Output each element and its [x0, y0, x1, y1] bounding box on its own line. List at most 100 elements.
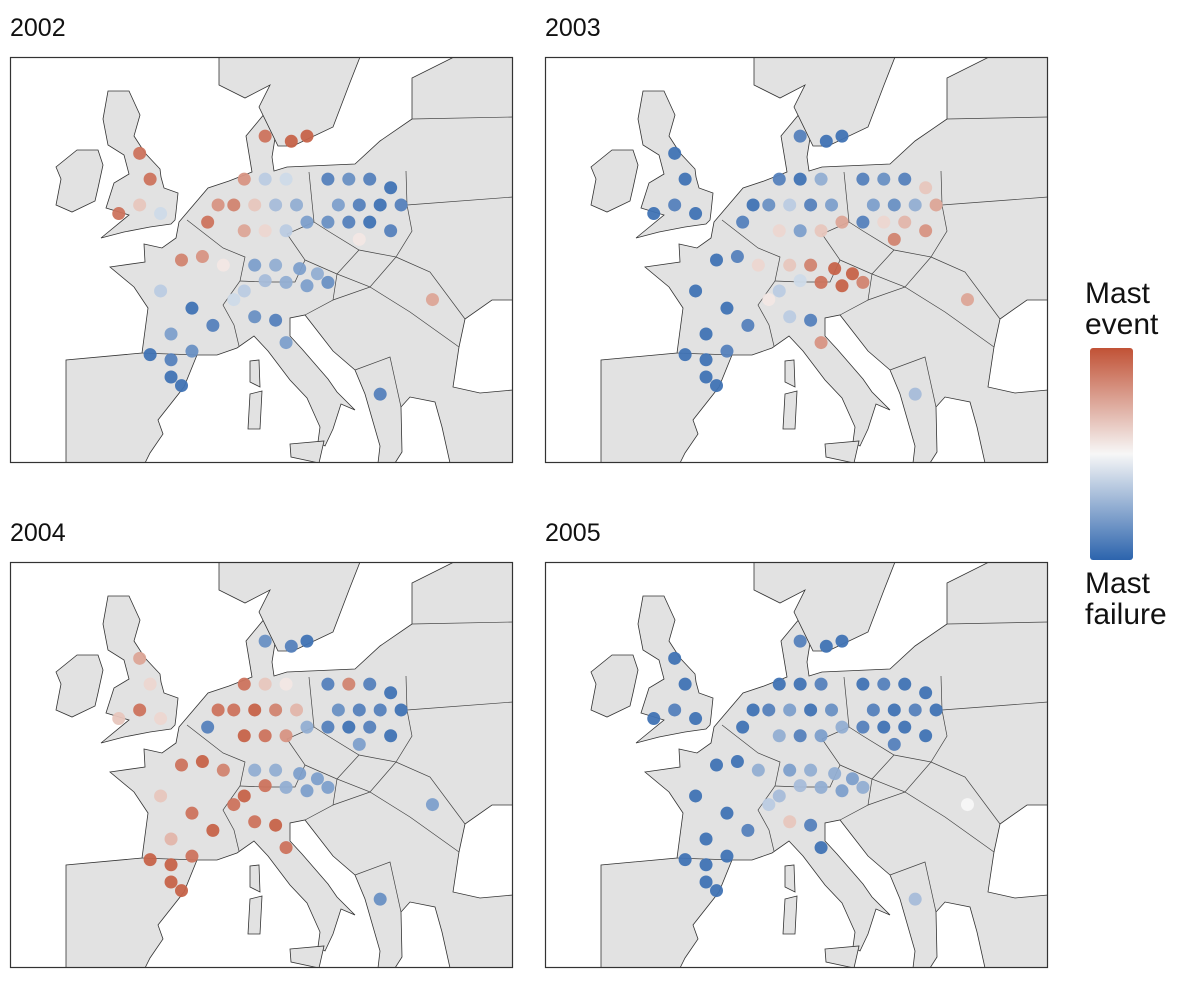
site-dot: [269, 703, 283, 717]
site-dot: [647, 207, 661, 221]
site-dot: [143, 853, 157, 867]
site-dot: [960, 293, 974, 307]
site-dot: [352, 232, 366, 246]
site-dot: [321, 720, 335, 734]
site-dot: [290, 703, 304, 717]
site-dot: [154, 712, 168, 726]
site-dot: [363, 172, 377, 186]
site-dot: [201, 720, 215, 734]
site-dot: [783, 763, 797, 777]
site-dot: [363, 677, 377, 691]
site-dot: [206, 823, 220, 837]
site-dot: [919, 181, 933, 195]
site-dot: [300, 215, 314, 229]
site-dot: [678, 172, 692, 186]
site-dot: [373, 892, 387, 906]
site-dot: [689, 712, 703, 726]
map-panel: [544, 561, 1049, 969]
site-dot: [331, 703, 345, 717]
site-dot: [828, 767, 842, 781]
site-dot: [279, 224, 293, 238]
site-dot: [835, 215, 849, 229]
site-dot: [887, 703, 901, 717]
site-dot: [352, 703, 366, 717]
site-dot: [248, 815, 262, 829]
site-dot: [804, 703, 818, 717]
site-dot: [887, 737, 901, 751]
site-dot: [384, 224, 398, 238]
site-dot: [321, 215, 335, 229]
site-dot: [804, 763, 818, 777]
site-dot: [321, 172, 335, 186]
site-dot: [835, 720, 849, 734]
site-dot: [689, 284, 703, 298]
colorbar-low-label: Mast failure: [1085, 567, 1167, 631]
site-dot: [908, 387, 922, 401]
site-dot: [269, 763, 283, 777]
site-dot: [793, 172, 807, 186]
site-dot: [898, 720, 912, 734]
site-dot: [877, 677, 891, 691]
site-dot: [647, 712, 661, 726]
site-dot: [284, 639, 298, 653]
site-dot: [227, 798, 241, 812]
panel-title: 2005: [545, 519, 601, 547]
site-dot: [384, 181, 398, 195]
site-dot: [828, 262, 842, 276]
site-dot: [300, 784, 314, 798]
site-dot: [154, 789, 168, 803]
site-dot: [887, 232, 901, 246]
site-dot: [279, 729, 293, 743]
site-dot: [887, 198, 901, 212]
site-dot: [164, 875, 178, 889]
site-dot: [175, 379, 189, 393]
site-dot: [793, 634, 807, 648]
site-dot: [342, 677, 356, 691]
site-dot: [814, 677, 828, 691]
site-dot: [699, 875, 713, 889]
site-dot: [237, 789, 251, 803]
site-dot: [819, 134, 833, 148]
site-dot: [814, 275, 828, 289]
site-dot: [248, 258, 262, 272]
site-dot: [258, 224, 272, 238]
site-dot: [908, 892, 922, 906]
site-dot: [352, 198, 366, 212]
site-dot: [164, 327, 178, 341]
site-dot: [269, 818, 283, 832]
site-dot: [279, 841, 293, 855]
site-dot: [772, 172, 786, 186]
site-dot: [352, 737, 366, 751]
site-dot: [929, 198, 943, 212]
site-dot: [793, 779, 807, 793]
site-dot: [804, 818, 818, 832]
site-dot: [300, 129, 314, 143]
panel-frame: [544, 561, 1049, 969]
site-dot: [736, 720, 750, 734]
site-dot: [856, 172, 870, 186]
site-dot: [216, 258, 230, 272]
site-dot: [133, 651, 147, 665]
site-dot: [835, 279, 849, 293]
site-dot: [762, 293, 776, 307]
site-dot: [699, 858, 713, 872]
site-dot: [793, 677, 807, 691]
panel-title: 2003: [545, 14, 601, 42]
map-panel: [9, 56, 514, 464]
site-dot: [258, 172, 272, 186]
site-dot: [678, 677, 692, 691]
site-dot: [814, 729, 828, 743]
site-dot: [293, 262, 307, 276]
site-dot: [237, 677, 251, 691]
site-dot: [258, 274, 272, 288]
site-dot: [668, 651, 682, 665]
site-dot: [751, 258, 765, 272]
site-dot: [720, 301, 734, 315]
site-dot: [877, 215, 891, 229]
site-dot: [164, 370, 178, 384]
site-dot: [819, 639, 833, 653]
site-dot: [908, 198, 922, 212]
site-dot: [741, 823, 755, 837]
site-dot: [814, 224, 828, 238]
site-dot: [783, 258, 797, 272]
